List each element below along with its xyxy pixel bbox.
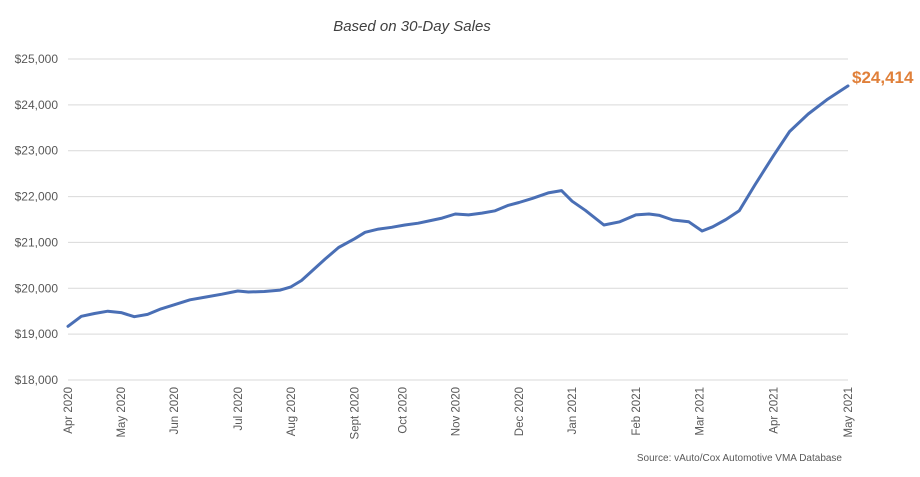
x-tick-label: Feb 2021 xyxy=(631,387,643,436)
y-tick-label: $21,000 xyxy=(15,235,59,249)
y-tick-label: $18,000 xyxy=(15,373,59,387)
y-tick-label: $20,000 xyxy=(15,281,59,295)
x-tick-label: Aug 2020 xyxy=(286,387,298,436)
x-tick-label: Apr 2020 xyxy=(63,387,75,434)
x-tick-label: Jul 2020 xyxy=(233,387,245,430)
x-tick-label: May 2020 xyxy=(116,387,128,438)
x-tick-label: May 2021 xyxy=(843,387,855,438)
x-tick-label: Sept 2020 xyxy=(350,387,362,439)
value-callout: $24,414 xyxy=(852,68,914,87)
series-line xyxy=(66,84,850,328)
source-note: Source: vAuto/Cox Automotive VMA Databas… xyxy=(636,453,842,464)
y-tick-label: $19,000 xyxy=(15,327,59,341)
x-tick-label: Nov 2020 xyxy=(450,387,462,436)
x-tick-label: Apr 2021 xyxy=(769,387,781,434)
x-tick-label: Jan 2021 xyxy=(567,387,579,434)
x-tick-label: Dec 2020 xyxy=(514,387,526,436)
chart-title: Based on 30-Day Sales xyxy=(333,18,491,35)
x-tick-label: Jun 2020 xyxy=(169,387,181,434)
x-tick-label: Mar 2021 xyxy=(694,387,706,436)
y-tick-label: $22,000 xyxy=(15,190,59,204)
y-tick-label: $25,000 xyxy=(15,52,59,66)
y-tick-label: $23,000 xyxy=(15,144,59,158)
x-tick-label: Oct 2020 xyxy=(397,387,409,434)
y-tick-label: $24,000 xyxy=(15,98,59,112)
